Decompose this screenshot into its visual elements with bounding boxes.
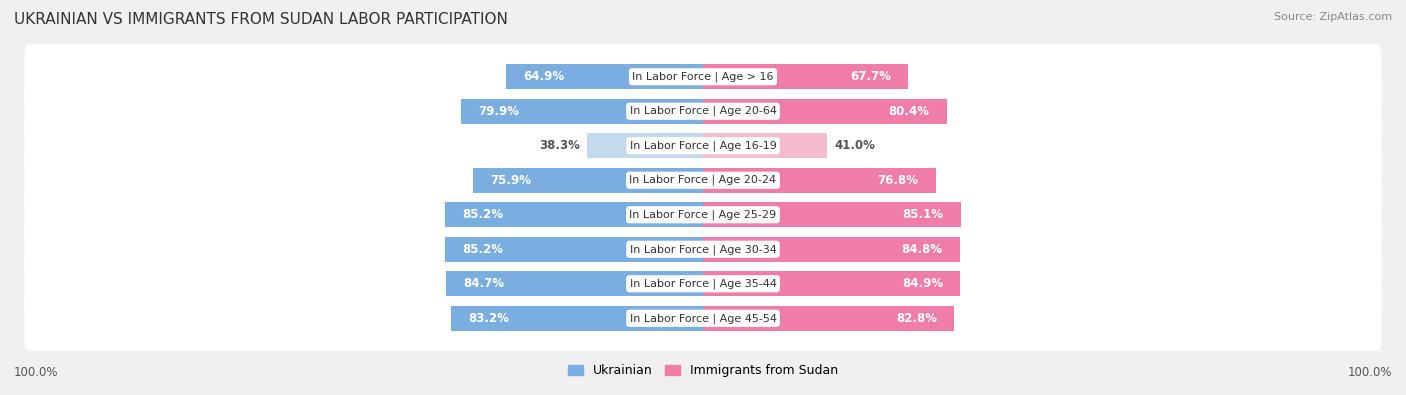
Text: In Labor Force | Age > 16: In Labor Force | Age > 16	[633, 71, 773, 82]
Text: 41.0%: 41.0%	[834, 139, 875, 152]
FancyBboxPatch shape	[24, 44, 1382, 109]
FancyBboxPatch shape	[24, 113, 1382, 178]
Text: In Labor Force | Age 20-24: In Labor Force | Age 20-24	[630, 175, 776, 186]
Bar	[461, 99, 703, 124]
Text: 64.9%: 64.9%	[523, 70, 565, 83]
FancyBboxPatch shape	[24, 79, 1382, 144]
Text: 85.2%: 85.2%	[463, 208, 503, 221]
Bar	[446, 271, 703, 296]
Text: 100.0%: 100.0%	[1347, 366, 1392, 379]
Text: In Labor Force | Age 30-34: In Labor Force | Age 30-34	[630, 244, 776, 254]
Text: 79.9%: 79.9%	[478, 105, 519, 118]
Bar	[703, 99, 946, 124]
Text: 38.3%: 38.3%	[538, 139, 581, 152]
Text: 100.0%: 100.0%	[14, 366, 59, 379]
Text: 75.9%: 75.9%	[491, 174, 531, 187]
Text: 85.2%: 85.2%	[463, 243, 503, 256]
Text: In Labor Force | Age 16-19: In Labor Force | Age 16-19	[630, 141, 776, 151]
Text: 76.8%: 76.8%	[877, 174, 918, 187]
Legend: Ukrainian, Immigrants from Sudan: Ukrainian, Immigrants from Sudan	[568, 364, 838, 377]
Text: UKRAINIAN VS IMMIGRANTS FROM SUDAN LABOR PARTICIPATION: UKRAINIAN VS IMMIGRANTS FROM SUDAN LABOR…	[14, 12, 508, 27]
Text: In Labor Force | Age 45-54: In Labor Force | Age 45-54	[630, 313, 776, 324]
Text: In Labor Force | Age 20-64: In Labor Force | Age 20-64	[630, 106, 776, 117]
Text: 67.7%: 67.7%	[851, 70, 891, 83]
Bar	[451, 306, 703, 331]
Text: 80.4%: 80.4%	[889, 105, 929, 118]
FancyBboxPatch shape	[24, 148, 1382, 213]
Text: 82.8%: 82.8%	[896, 312, 936, 325]
Text: 85.1%: 85.1%	[903, 208, 943, 221]
FancyBboxPatch shape	[24, 217, 1382, 282]
Bar	[703, 306, 955, 331]
Bar	[703, 64, 908, 89]
Bar	[586, 134, 703, 158]
Bar	[703, 202, 960, 227]
Text: 84.8%: 84.8%	[901, 243, 943, 256]
FancyBboxPatch shape	[24, 182, 1382, 247]
Bar	[703, 134, 827, 158]
Text: 84.9%: 84.9%	[903, 277, 943, 290]
Bar	[703, 237, 960, 261]
Bar	[506, 64, 703, 89]
Text: 83.2%: 83.2%	[468, 312, 509, 325]
Text: In Labor Force | Age 25-29: In Labor Force | Age 25-29	[630, 209, 776, 220]
FancyBboxPatch shape	[24, 251, 1382, 316]
Text: In Labor Force | Age 35-44: In Labor Force | Age 35-44	[630, 278, 776, 289]
Text: 84.7%: 84.7%	[464, 277, 505, 290]
Bar	[703, 168, 936, 193]
Bar	[703, 271, 960, 296]
Text: Source: ZipAtlas.com: Source: ZipAtlas.com	[1274, 12, 1392, 22]
FancyBboxPatch shape	[24, 286, 1382, 351]
Bar	[472, 168, 703, 193]
Bar	[444, 237, 703, 261]
Bar	[444, 202, 703, 227]
